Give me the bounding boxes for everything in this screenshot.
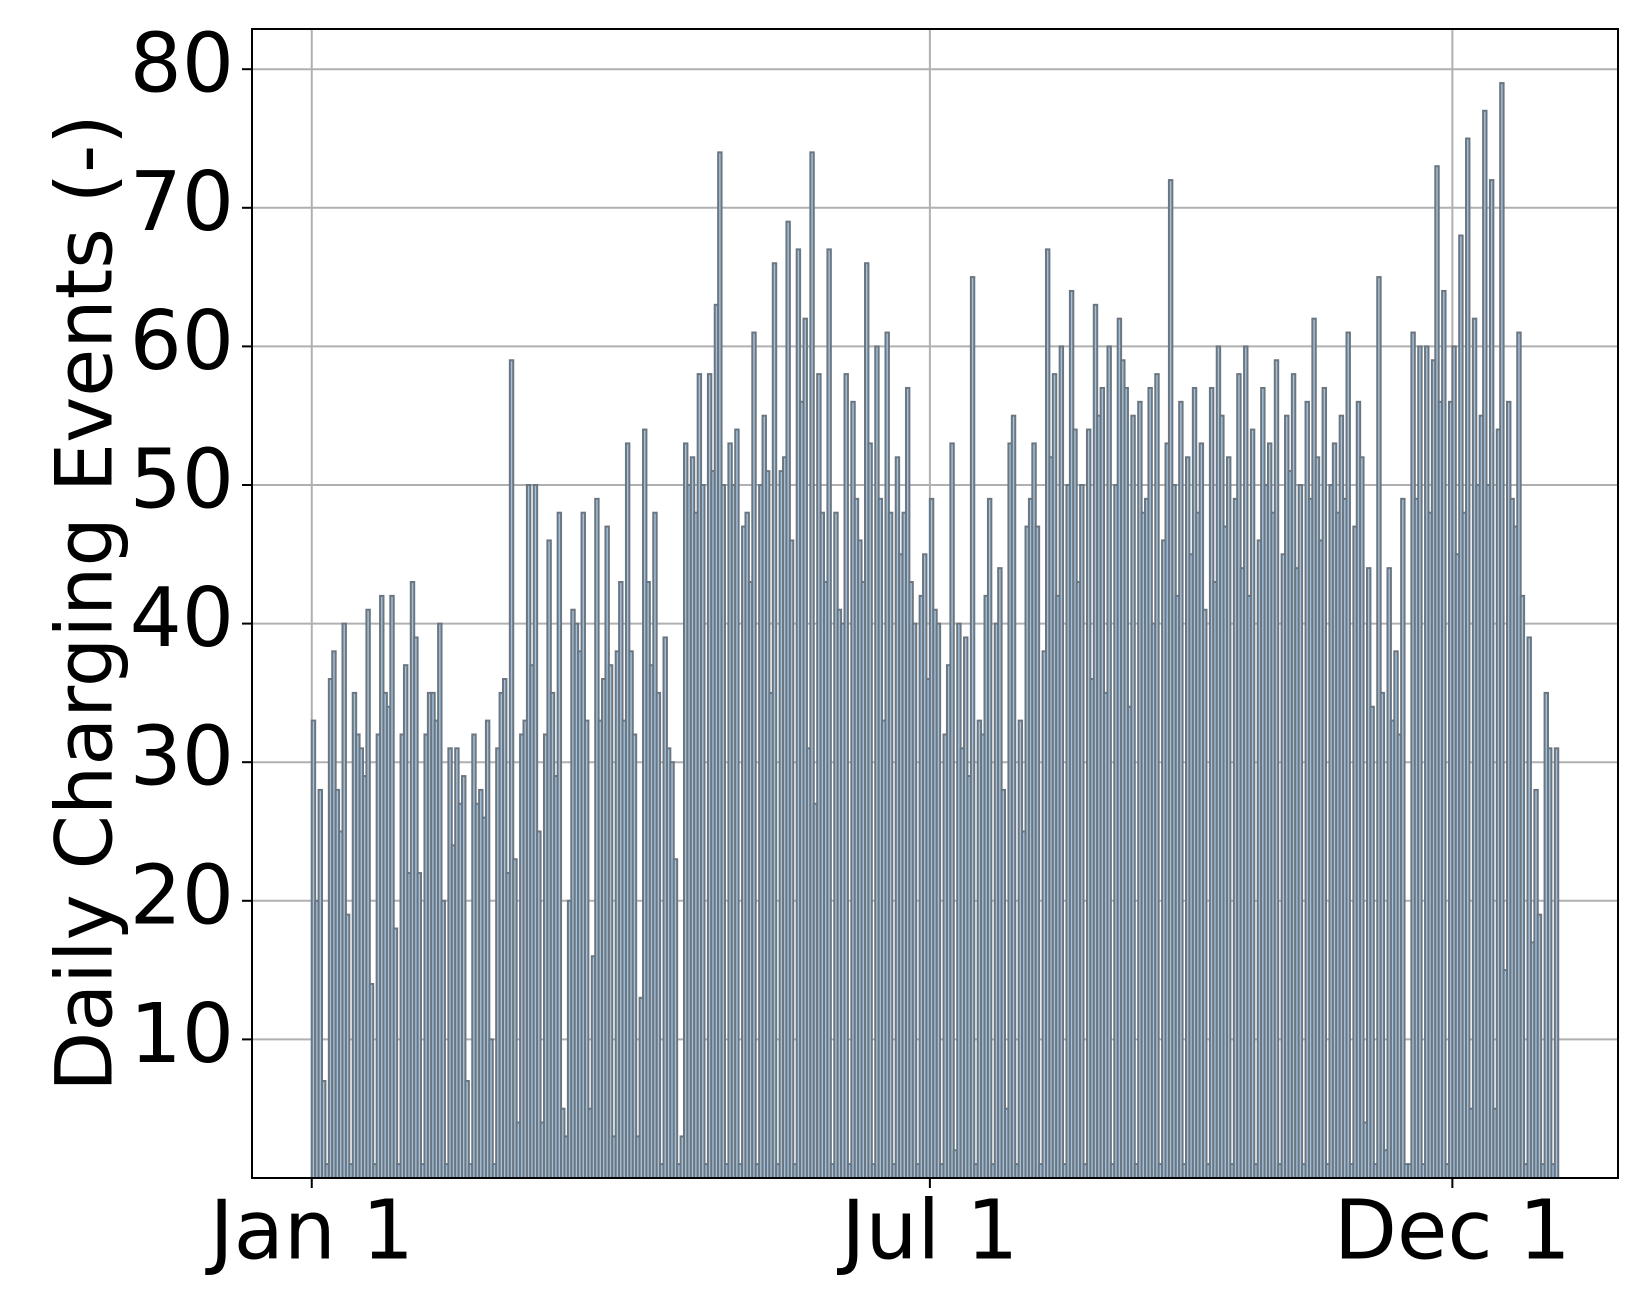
bar — [392, 927, 399, 1179]
bar — [1369, 705, 1375, 1180]
bar — [734, 428, 740, 1179]
bar — [843, 373, 849, 1180]
x-tick-label: Jul 1 — [836, 1183, 1018, 1278]
bar — [700, 483, 706, 1179]
x-tick-label: Dec 1 — [1334, 1183, 1571, 1278]
bar — [1359, 456, 1365, 1179]
bar — [771, 262, 778, 1179]
x-tick-label: Jan 1 — [204, 1183, 414, 1278]
y-tick-label: 70 — [130, 155, 234, 250]
bar — [1010, 414, 1017, 1179]
bar — [788, 539, 795, 1179]
bar — [488, 1038, 494, 1180]
bar — [1202, 608, 1208, 1179]
bar — [1079, 483, 1085, 1179]
bar — [720, 483, 726, 1179]
bar — [1321, 386, 1328, 1179]
bar — [1536, 913, 1543, 1179]
bar — [1034, 525, 1041, 1179]
bar — [1400, 497, 1406, 1179]
bar — [751, 331, 757, 1179]
bar — [1273, 359, 1280, 1179]
bar — [1379, 691, 1386, 1179]
bar — [826, 248, 832, 1180]
bar — [344, 913, 351, 1179]
bar — [1297, 483, 1304, 1179]
bar — [949, 442, 955, 1180]
y-tick-label: 20 — [130, 848, 234, 943]
bar — [1249, 428, 1256, 1179]
bar — [1058, 345, 1065, 1180]
y-tick-label: 50 — [130, 432, 234, 527]
bar — [655, 691, 662, 1179]
bar — [887, 511, 894, 1179]
y-axis-label: Daily Charging Events (-) — [40, 114, 130, 1091]
bar — [1106, 345, 1112, 1180]
bar — [1488, 179, 1495, 1180]
y-tick-label: 10 — [130, 987, 234, 1082]
bar — [1546, 747, 1553, 1179]
bar — [607, 664, 614, 1179]
bar — [440, 899, 446, 1179]
bar — [986, 497, 993, 1179]
bar — [631, 733, 638, 1179]
y-tick-label: 60 — [130, 294, 234, 389]
bar — [1441, 289, 1447, 1179]
bar — [1154, 373, 1160, 1180]
bar — [935, 622, 942, 1179]
bar — [867, 442, 873, 1180]
y-tick-label: 80 — [130, 17, 234, 112]
bar — [1553, 747, 1560, 1179]
bar — [1178, 400, 1184, 1179]
y-tick-label: 40 — [130, 571, 234, 666]
y-tick-label: 30 — [130, 710, 234, 805]
bar — [368, 982, 375, 1179]
bar — [1130, 414, 1136, 1179]
bar — [1417, 345, 1423, 1180]
bar — [969, 276, 976, 1180]
bar — [911, 622, 918, 1179]
bar — [1519, 594, 1526, 1179]
bar — [1465, 137, 1471, 1179]
bar — [672, 858, 679, 1179]
bar — [1225, 456, 1232, 1179]
bar — [1345, 331, 1351, 1179]
plot-frame — [251, 28, 1619, 1179]
bar — [416, 872, 423, 1180]
bar — [556, 511, 563, 1179]
